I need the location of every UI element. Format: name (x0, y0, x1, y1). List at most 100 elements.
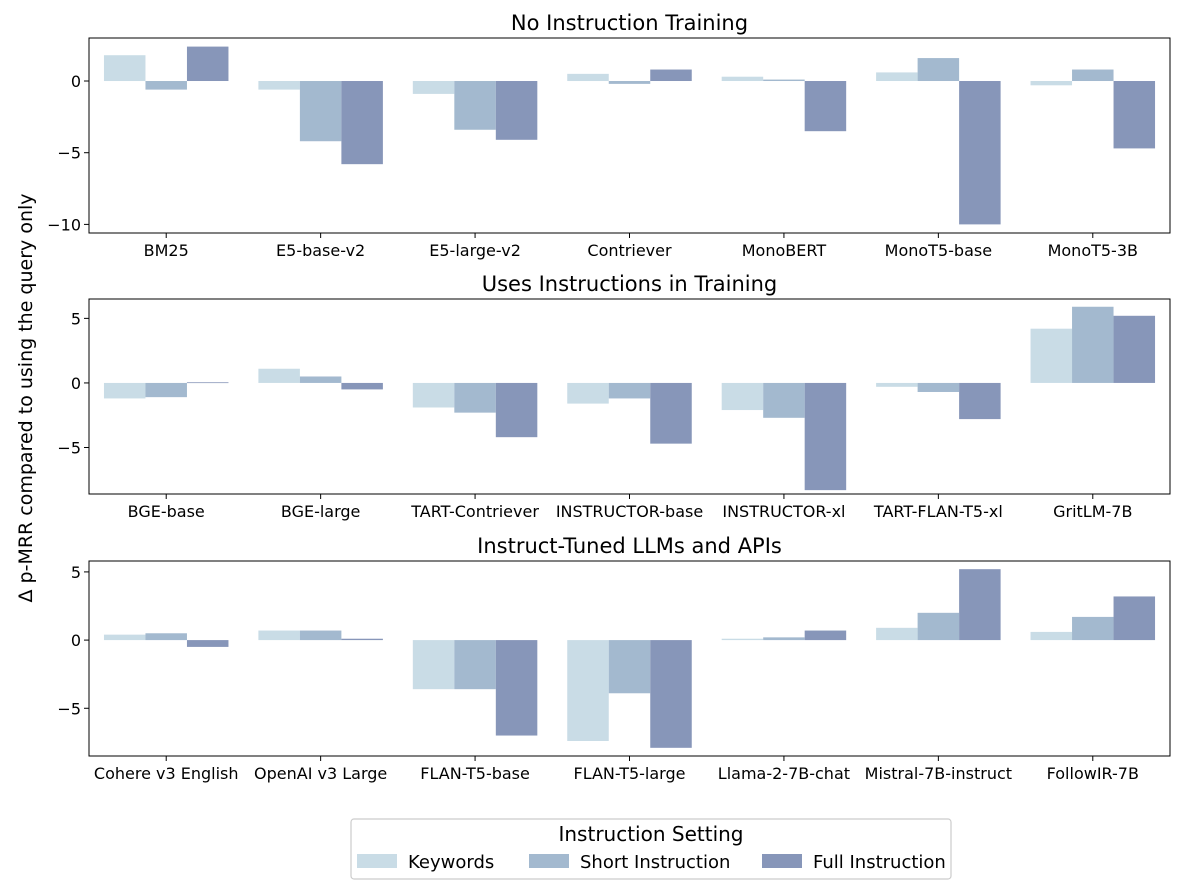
bar-monobert-full-instruction (804, 81, 847, 132)
bar-instructor-xl-keywords (721, 382, 764, 411)
legend-entries: Keywords Short Instruction Full Instructio… (357, 852, 946, 873)
legend-entry-keywords: Keywords (357, 852, 494, 873)
x-tick-label: TART-FLAN-T5-xl (873, 502, 1003, 521)
bar-followir-7b-short-instruction (1072, 616, 1114, 641)
x-tick-label: Cohere v3 English (94, 764, 239, 783)
bar-openai-v3-large-keywords (258, 630, 300, 641)
panel-frame (88, 37, 1171, 234)
x-tick-label: GritLM-7B (1053, 502, 1132, 521)
bar-flan-t5-base-short-instruction (454, 640, 496, 690)
bar-contriever-full-instruction (650, 69, 692, 82)
x-tick-label: MonoT5-base (885, 241, 992, 260)
y-tick-label: −5 (57, 699, 81, 718)
y-tick-label: −10 (47, 215, 81, 234)
bar-mistral-7b-instruct-short-instruction (917, 612, 960, 641)
bar-gritlm-7b-keywords (1030, 328, 1073, 383)
panel-frame (88, 298, 1171, 495)
panel-instruct-tuned-llms-and-apis: Instruct-Tuned LLMs and APIs Cohere v3 En… (57, 534, 1171, 783)
x-tick-label: E5-base-v2 (276, 241, 365, 260)
bar-contriever-keywords (567, 73, 609, 82)
bar-instructor-base-short-instruction (608, 382, 651, 399)
legend-label: Full Instruction (813, 852, 946, 873)
bar-tart-flan-t5-xl-short-instruction (917, 382, 960, 392)
bar-mistral-7b-instruct-keywords (876, 627, 918, 641)
bar-e5-base-v2-short-instruction (299, 81, 342, 142)
bar-tart-flan-t5-xl-keywords (876, 382, 918, 387)
legend: Instruction Setting Keywords Short Instru… (350, 818, 952, 880)
bar-monobert-keywords (721, 76, 764, 82)
panel-title: Uses Instructions in Training (482, 272, 778, 296)
y-axis-label: Δ p-MRR compared to using the query only (15, 193, 37, 602)
x-tick-label: BGE-base (128, 502, 205, 521)
y-tick-label: 5 (71, 563, 81, 582)
x-tick-label: INSTRUCTOR-base (556, 502, 703, 521)
x-tick-label: TART-Contriever (410, 502, 539, 521)
bar-flan-t5-large-short-instruction (608, 640, 651, 694)
legend-title: Instruction Setting (558, 822, 743, 846)
bar-llama-2-7b-chat-full-instruction (804, 630, 847, 641)
panel-uses-instructions-in-training: Uses Instructions in Training BGE-base BGE… (57, 272, 1171, 521)
panel-title: No Instruction Training (511, 11, 748, 35)
y-tick-label: 5 (71, 309, 81, 328)
x-tick-label: E5-large-v2 (429, 241, 521, 260)
y-tick-label: −5 (57, 144, 81, 163)
legend-label: Short Instruction (580, 852, 730, 873)
legend-swatch (529, 854, 569, 868)
bar-bge-base-short-instruction (145, 382, 187, 398)
bar-flan-t5-large-full-instruction (650, 640, 692, 748)
bar-cohere-v3-english-keywords (103, 634, 146, 641)
bar-e5-base-v2-keywords (258, 81, 300, 90)
chart-panels: No Instruction Training BM25 E5-base-v2 E5-… (47, 11, 1171, 783)
panel-no-instruction-training: No Instruction Training BM25 E5-base-v2 E5-… (47, 11, 1171, 260)
panel-frame (88, 560, 1171, 757)
bar-contriever-short-instruction (608, 81, 651, 84)
x-tick-label: Llama-2-7B-chat (718, 764, 850, 783)
y-tick-label: 0 (71, 72, 81, 91)
bar-tart-contriever-short-instruction (454, 382, 496, 413)
bar-tart-contriever-keywords (412, 382, 455, 408)
x-tick-label: MonoT5-3B (1048, 241, 1138, 260)
x-tick-label: FLAN-T5-base (420, 764, 530, 783)
legend-label: Keywords (408, 852, 494, 873)
bar-instructor-base-keywords (567, 382, 609, 404)
bar-monot5-3b-keywords (1030, 81, 1073, 86)
bar-instructor-xl-full-instruction (804, 382, 847, 491)
bar-bge-base-keywords (103, 382, 146, 399)
bar-bge-large-keywords (258, 368, 300, 383)
x-tick-label: BGE-large (281, 502, 361, 521)
y-tick-label: −5 (57, 439, 81, 458)
bar-openai-v3-large-full-instruction (341, 638, 383, 641)
x-tick-label: FLAN-T5-large (574, 764, 686, 783)
bar-e5-large-v2-keywords (412, 81, 455, 94)
bar-cohere-v3-english-short-instruction (145, 633, 187, 641)
bar-followir-7b-keywords (1030, 631, 1073, 641)
legend-entry-short-instruction: Short Instruction (529, 852, 730, 873)
bar-gritlm-7b-short-instruction (1072, 306, 1114, 383)
bar-monot5-base-short-instruction (917, 58, 960, 82)
bar-monot5-base-full-instruction (959, 81, 1001, 225)
bar-bge-large-short-instruction (299, 376, 342, 383)
bar-tart-flan-t5-xl-full-instruction (959, 382, 1001, 420)
bar-mistral-7b-instruct-full-instruction (959, 569, 1001, 641)
bar-monot5-base-keywords (876, 72, 918, 82)
bar-llama-2-7b-chat-keywords (721, 638, 764, 641)
x-tick-label: OpenAI v3 Large (254, 764, 387, 783)
bar-monot5-3b-short-instruction (1072, 69, 1114, 82)
x-tick-label: INSTRUCTOR-xl (722, 502, 845, 521)
bar-followir-7b-full-instruction (1113, 596, 1156, 641)
bar-monot5-3b-full-instruction (1113, 81, 1156, 149)
bar-tart-contriever-full-instruction (495, 382, 538, 438)
bar-bm25-short-instruction (145, 81, 187, 90)
bar-e5-large-v2-full-instruction (495, 81, 538, 140)
x-tick-label: MonoBERT (742, 241, 827, 260)
legend-swatch (357, 854, 397, 868)
bar-monobert-short-instruction (763, 79, 805, 82)
legend-entry-full-instruction: Full Instruction (762, 852, 946, 873)
bar-bge-base-full-instruction (186, 382, 229, 384)
x-tick-label: Mistral-7B-instruct (865, 764, 1012, 783)
bar-instructor-xl-short-instruction (763, 382, 805, 418)
y-tick-label: 0 (71, 631, 81, 650)
bar-bge-large-full-instruction (341, 382, 383, 390)
